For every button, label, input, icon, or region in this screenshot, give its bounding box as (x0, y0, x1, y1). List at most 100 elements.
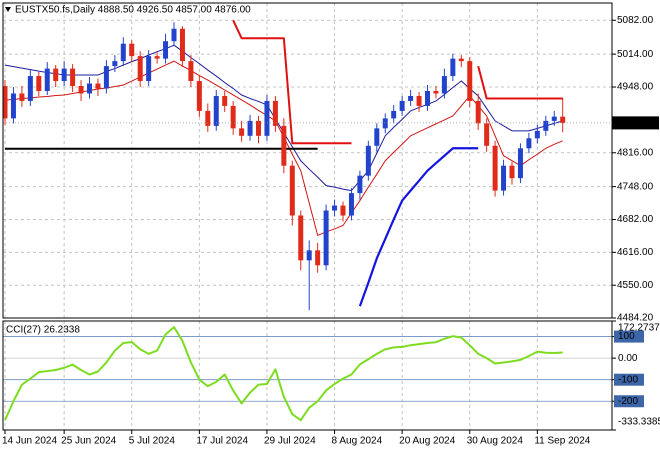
candle-body (239, 128, 245, 136)
y-tick-label: 4550.00 (617, 280, 654, 291)
candle-body (340, 205, 346, 216)
candle-body (281, 125, 287, 166)
candle-body (213, 95, 219, 126)
plot (2, 19, 612, 422)
y-tick-label: -200 (618, 396, 638, 407)
candle-body (171, 28, 177, 42)
candle-body (484, 123, 490, 146)
y-tick-label: 4948.00 (617, 82, 654, 93)
x-tick-label: 17 Jul 2024 (196, 436, 248, 447)
x-tick-label: 30 Aug 2024 (467, 436, 524, 447)
candle-body (517, 148, 523, 179)
candle-body (289, 165, 295, 216)
x-tick-label: 29 Jul 2024 (264, 436, 316, 447)
candle-body (357, 175, 363, 194)
candle-body (87, 83, 92, 94)
candle-body (543, 120, 549, 131)
y-tick-label: -333.3385 (618, 417, 660, 428)
y-tick-label: 4616.00 (617, 247, 654, 258)
candle-body (95, 83, 101, 89)
x-tick-label: 25 Jun 2024 (61, 436, 116, 447)
y-tick-label: 172.2737 (618, 323, 660, 334)
candle-body (179, 28, 185, 62)
candle-body (103, 66, 109, 89)
candle-body (53, 68, 59, 82)
candle-body (298, 215, 304, 261)
x-tick-label: 11 Sep 2024 (534, 436, 590, 447)
candle-body (450, 58, 456, 77)
candle-body (416, 95, 422, 106)
y-tick-label: 5014.00 (617, 49, 654, 60)
candle-body (205, 110, 211, 126)
x-tick-label: 20 Aug 2024 (399, 436, 456, 447)
y-tick-label: 4816.00 (617, 147, 654, 158)
candle-body (120, 43, 126, 62)
candle-body (315, 250, 321, 266)
candle-body (247, 120, 253, 136)
level-box (614, 373, 644, 386)
candle-body (399, 100, 405, 111)
candle-body (129, 43, 135, 57)
candle-body (256, 120, 261, 136)
candle-body (551, 116, 557, 121)
candle-body (137, 56, 143, 82)
candle-body (44, 68, 50, 92)
indicator-line (358, 147, 479, 307)
candle-body (526, 138, 532, 149)
candle-body (222, 95, 228, 106)
candle-body (70, 68, 76, 87)
y-tick-label: 100 (618, 331, 635, 342)
candle-body (382, 118, 388, 129)
candle-body (348, 193, 354, 216)
y-tick-label: 4484.20 (617, 313, 654, 324)
y-tick-label: 4682.00 (617, 214, 654, 225)
candle-body (492, 145, 498, 191)
main-frame (2, 2, 613, 319)
candle-body (272, 100, 278, 126)
chart-title: EUSTX50.fs,Daily 4888.50 4926.50 4857.00… (15, 5, 251, 16)
candle-body (391, 110, 397, 119)
candle-body (27, 76, 33, 101)
candle-body (2, 86, 8, 119)
candle-body (61, 68, 67, 82)
candle-body (425, 91, 430, 106)
candle-body (441, 76, 447, 94)
candle-body (560, 116, 566, 123)
candle-body (306, 250, 312, 261)
candle-body (163, 41, 169, 59)
y-tick-label: 5082.00 (617, 15, 654, 26)
x-tick-label: 8 Aug 2024 (332, 436, 383, 447)
y-tick-label: 0.00 (618, 353, 638, 364)
candle-body (78, 86, 84, 94)
y-tick-label: 4748.00 (617, 181, 654, 192)
candle-body (374, 128, 380, 146)
x-tick-label: 5 Jul 2024 (129, 436, 176, 447)
candle-body (501, 165, 507, 191)
indicator-line (232, 19, 563, 145)
candle-body (196, 81, 202, 111)
candle-body (365, 145, 371, 176)
level-box (614, 330, 644, 343)
y-tick-label: -100 (618, 374, 638, 385)
current-price-box (612, 116, 659, 130)
candle-body (475, 100, 481, 124)
grid (3, 3, 612, 430)
candle-body (146, 56, 152, 82)
candle-body (332, 205, 338, 211)
candle-body (264, 100, 270, 136)
candle-body (230, 105, 236, 129)
current-price-label: 4876.00 (616, 118, 653, 129)
menu-icon (5, 7, 11, 12)
candle-body (323, 210, 329, 266)
candle-body (534, 130, 540, 139)
x-tick-label: 14 Jun 2024 (2, 436, 57, 447)
candle-body (112, 61, 118, 67)
cci-frame (2, 320, 613, 431)
candle-body (188, 61, 194, 82)
cci-title: CCI(27) 26.2338 (6, 325, 80, 336)
axis: 5082.00 5014.00 4948.00 4816.00 4748.00 4682.… (2, 15, 660, 447)
candle-body (36, 76, 42, 92)
